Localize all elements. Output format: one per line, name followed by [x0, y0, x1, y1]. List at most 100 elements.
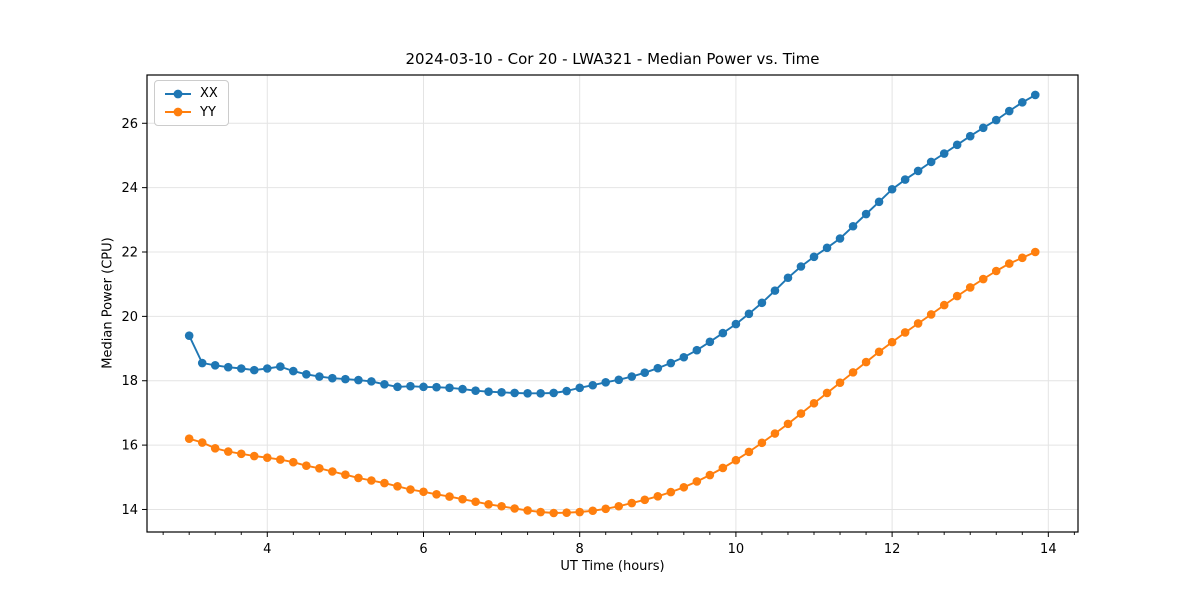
data-point-xx: [354, 375, 363, 385]
data-point-yy: [978, 274, 988, 284]
y-tick-label: 22: [121, 246, 138, 261]
data-point-yy: [731, 455, 741, 465]
data-point-xx: [236, 364, 246, 373]
data-point-yy: [262, 453, 272, 462]
data-point-yy: [184, 434, 194, 443]
series-line-xx: [188, 94, 1036, 395]
data-point-yy: [562, 508, 571, 517]
data-point-xx: [458, 384, 467, 394]
data-point-xx: [223, 362, 233, 372]
data-point-xx: [965, 131, 975, 141]
data-point-yy: [666, 487, 676, 497]
data-point-yy: [705, 470, 715, 480]
x-tick-label: 14: [1040, 542, 1057, 557]
data-point-yy: [341, 470, 350, 480]
data-point-xx: [796, 262, 806, 271]
data-point-yy: [288, 457, 298, 467]
data-point-yy: [783, 419, 793, 429]
data-point-yy: [223, 447, 233, 456]
data-point-yy: [471, 497, 480, 507]
data-point-yy: [276, 455, 285, 464]
data-point-xx: [484, 387, 493, 396]
data-point-xx: [978, 123, 988, 133]
data-point-xx: [184, 331, 194, 340]
data-point-yy: [835, 378, 845, 387]
data-point-yy: [770, 429, 780, 438]
legend-item-yy: YY: [163, 105, 218, 121]
data-point-yy: [575, 507, 584, 517]
data-point-xx: [679, 352, 689, 362]
data-point-xx: [770, 286, 780, 295]
x-tick-label: 12: [884, 542, 901, 557]
y-tick-label: 14: [121, 503, 138, 518]
data-point-xx: [523, 388, 532, 398]
data-point-yy: [406, 485, 415, 494]
data-point-yy: [458, 494, 467, 504]
data-point-xx: [549, 388, 558, 398]
y-tick-label: 16: [121, 439, 138, 454]
data-point-yy: [497, 501, 506, 511]
data-point-xx: [249, 365, 259, 375]
data-point-yy: [419, 487, 428, 497]
data-point-yy: [809, 398, 819, 408]
data-point-xx: [744, 309, 754, 319]
data-point-xx: [432, 382, 441, 392]
data-point-xx: [705, 337, 715, 347]
data-point-yy: [757, 438, 767, 448]
data-point-xx: [692, 345, 702, 355]
data-point-yy: [653, 491, 663, 501]
data-point-yy: [874, 347, 884, 357]
data-point-xx: [900, 175, 910, 184]
data-point-xx: [575, 383, 584, 393]
legend-item-xx: XX: [163, 86, 218, 102]
data-point-yy: [887, 337, 897, 347]
data-point-yy: [913, 319, 923, 328]
y-axis-label: Median Power (CPU): [100, 237, 116, 369]
legend-label-xx: XX: [200, 86, 218, 101]
series-line-yy: [188, 251, 1036, 514]
data-point-yy: [354, 473, 363, 483]
data-point-xx: [380, 379, 389, 389]
data-point-xx: [718, 328, 728, 338]
data-point-yy: [718, 463, 728, 473]
data-point-yy: [627, 498, 637, 508]
legend-line-marker-icon: [165, 107, 191, 117]
data-point-yy: [302, 461, 311, 471]
y-tick-label: 20: [121, 310, 138, 325]
data-point-xx: [887, 184, 897, 194]
legend-label-yy: YY: [200, 104, 216, 120]
data-point-xx: [262, 364, 272, 373]
data-point-yy: [380, 478, 389, 488]
data-point-xx: [731, 319, 741, 329]
data-point-xx: [588, 380, 598, 390]
data-point-yy: [1030, 247, 1040, 257]
data-point-yy: [796, 409, 806, 418]
data-point-xx: [783, 273, 793, 283]
data-point-yy: [236, 449, 246, 459]
data-point-xx: [302, 370, 311, 379]
legend: XX YY: [154, 80, 229, 127]
data-point-xx: [809, 252, 819, 262]
data-point-xx: [1018, 98, 1027, 107]
data-point-xx: [419, 382, 428, 392]
data-point-yy: [210, 444, 220, 453]
data-point-yy: [965, 283, 975, 292]
data-point-yy: [900, 328, 910, 337]
data-point-yy: [328, 467, 337, 476]
data-point-xx: [666, 358, 676, 368]
x-tick-label: 6: [419, 542, 427, 557]
data-point-xx: [341, 374, 350, 384]
data-point-xx: [926, 157, 936, 167]
x-tick-label: 10: [728, 542, 745, 557]
data-point-xx: [471, 386, 480, 396]
data-point-yy: [249, 451, 259, 461]
data-point-yy: [744, 447, 754, 457]
y-tick-label: 24: [121, 181, 138, 196]
data-point-yy: [1004, 259, 1014, 268]
chart-title: 2024-03-10 - Cor 20 - LWA321 - Median Po…: [405, 50, 820, 68]
data-point-yy: [640, 495, 650, 505]
data-point-xx: [653, 363, 663, 373]
data-point-xx: [640, 368, 650, 377]
